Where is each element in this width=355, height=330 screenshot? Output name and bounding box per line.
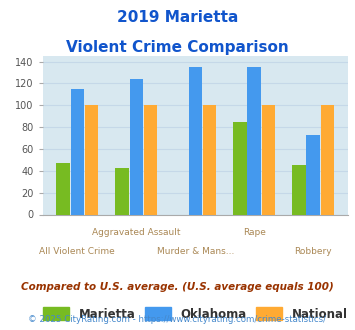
Bar <box>321 105 334 214</box>
Bar <box>115 168 129 215</box>
Text: Violent Crime Comparison: Violent Crime Comparison <box>66 40 289 54</box>
Bar <box>233 122 247 214</box>
Text: Robbery: Robbery <box>294 248 332 256</box>
Bar <box>56 163 70 215</box>
Text: All Violent Crime: All Violent Crime <box>39 248 115 256</box>
Bar <box>189 67 202 214</box>
Text: 2019 Marietta: 2019 Marietta <box>117 10 238 25</box>
Text: Aggravated Assault: Aggravated Assault <box>92 228 181 237</box>
Bar <box>85 105 98 214</box>
Text: © 2025 CityRating.com - https://www.cityrating.com/crime-statistics/: © 2025 CityRating.com - https://www.city… <box>28 315 327 324</box>
Bar <box>203 105 216 214</box>
Legend: Marietta, Oklahoma, National: Marietta, Oklahoma, National <box>38 303 352 326</box>
Bar <box>306 135 320 214</box>
Text: Compared to U.S. average. (U.S. average equals 100): Compared to U.S. average. (U.S. average … <box>21 282 334 292</box>
Bar <box>247 67 261 214</box>
Text: Murder & Mans...: Murder & Mans... <box>157 248 234 256</box>
Bar <box>262 105 275 214</box>
Bar <box>130 79 143 214</box>
Bar <box>71 89 84 214</box>
Text: Rape: Rape <box>243 228 266 237</box>
Bar <box>144 105 157 214</box>
Bar <box>292 165 306 215</box>
